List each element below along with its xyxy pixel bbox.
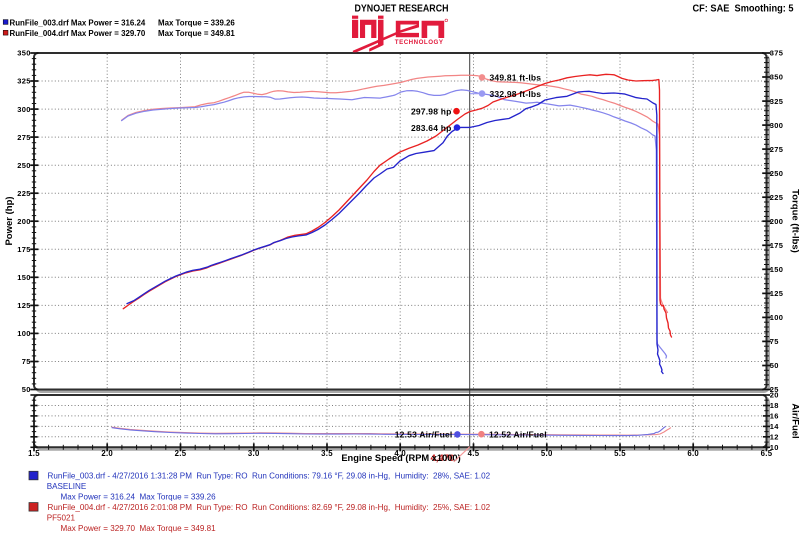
svg-text:125: 125 <box>17 301 30 310</box>
svg-text:2.0: 2.0 <box>101 449 113 458</box>
svg-text:297.98 hp: 297.98 hp <box>411 107 452 117</box>
svg-text:2.5: 2.5 <box>175 449 187 458</box>
svg-text:TECHNOLOGY: TECHNOLOGY <box>395 39 444 46</box>
svg-text:225: 225 <box>770 193 783 202</box>
svg-text:Max Torque = 349.81: Max Torque = 349.81 <box>158 29 235 38</box>
svg-text:150: 150 <box>770 265 783 274</box>
svg-text:75: 75 <box>770 337 779 346</box>
svg-text:5.5: 5.5 <box>614 449 626 458</box>
svg-text:20: 20 <box>770 391 779 400</box>
svg-text:50: 50 <box>770 361 779 370</box>
svg-text:125: 125 <box>770 289 783 298</box>
svg-text:4.5: 4.5 <box>468 449 480 458</box>
svg-text:75: 75 <box>22 357 31 366</box>
svg-text:375: 375 <box>770 49 783 58</box>
svg-text:RunFile_003.drf Max Power = 31: RunFile_003.drf Max Power = 316.24 <box>10 18 146 27</box>
svg-text:350: 350 <box>17 49 30 58</box>
svg-text:250: 250 <box>770 169 783 178</box>
svg-text:RunFile_004.drf Max Power = 32: RunFile_004.drf Max Power = 329.70 <box>10 29 146 38</box>
svg-text:Torque (ft-lbs): Torque (ft-lbs) <box>790 189 800 253</box>
svg-text:175: 175 <box>770 241 783 250</box>
svg-text:150: 150 <box>17 273 30 282</box>
svg-text:Air/Fuel: Air/Fuel <box>790 403 800 438</box>
svg-text:275: 275 <box>17 133 30 142</box>
svg-text:DYNOJET RESEARCH: DYNOJET RESEARCH <box>355 4 449 15</box>
svg-text:12.53 Air/Fuel: 12.53 Air/Fuel <box>395 430 453 440</box>
svg-text:350: 350 <box>770 73 783 82</box>
svg-text:BASELINE: BASELINE <box>47 482 87 491</box>
svg-text:Engine Speed (RPM x1000): Engine Speed (RPM x1000) <box>341 453 460 463</box>
svg-text:332.98 ft-lbs: 332.98 ft-lbs <box>490 89 542 99</box>
svg-text:Power (hp): Power (hp) <box>4 196 15 245</box>
svg-text:PF5021: PF5021 <box>47 513 76 522</box>
svg-text:250: 250 <box>17 161 30 170</box>
svg-text:6.5: 6.5 <box>761 449 773 458</box>
svg-text:200: 200 <box>17 217 30 226</box>
svg-text:1.5: 1.5 <box>28 449 40 458</box>
svg-text:275: 275 <box>770 145 783 154</box>
svg-text:325: 325 <box>17 77 30 86</box>
svg-text:325: 325 <box>770 97 783 106</box>
svg-text:Max Power = 316.24 Max Torque: Max Power = 316.24 Max Torque = 339.26 <box>61 492 217 501</box>
svg-text:300: 300 <box>17 105 30 114</box>
svg-text:CF: SAE Smoothing: 5: CF: SAE Smoothing: 5 <box>693 4 794 15</box>
svg-text:225: 225 <box>17 189 30 198</box>
svg-text:100: 100 <box>770 313 783 322</box>
svg-text:12: 12 <box>770 433 779 442</box>
svg-text:300: 300 <box>770 121 783 130</box>
svg-text:6.0: 6.0 <box>687 449 699 458</box>
svg-text:18: 18 <box>770 401 779 410</box>
svg-text:Max Torque = 339.26: Max Torque = 339.26 <box>158 18 235 27</box>
svg-text:RunFile_004.drf - 4/27/2016 2:: RunFile_004.drf - 4/27/2016 2:01:08 PM R… <box>48 503 491 512</box>
svg-text:3.0: 3.0 <box>248 449 260 458</box>
svg-text:200: 200 <box>770 217 783 226</box>
svg-text:349.81 ft-lbs: 349.81 ft-lbs <box>490 72 542 82</box>
svg-text:100: 100 <box>17 329 30 338</box>
svg-text:283.64 hp: 283.64 hp <box>411 123 452 133</box>
svg-text:175: 175 <box>17 245 30 254</box>
svg-text:Max Power = 329.70 Max Torque: Max Power = 329.70 Max Torque = 349.81 <box>61 524 217 533</box>
svg-text:50: 50 <box>22 385 31 394</box>
svg-text:5.0: 5.0 <box>541 449 553 458</box>
svg-text:3.5: 3.5 <box>321 449 333 458</box>
svg-text:12.52 Air/Fuel: 12.52 Air/Fuel <box>489 429 547 439</box>
svg-text:14: 14 <box>770 422 779 431</box>
svg-text:RunFile_003.drf - 4/27/2016 1:: RunFile_003.drf - 4/27/2016 1:31:28 PM R… <box>48 472 491 481</box>
svg-text:16: 16 <box>770 412 779 421</box>
